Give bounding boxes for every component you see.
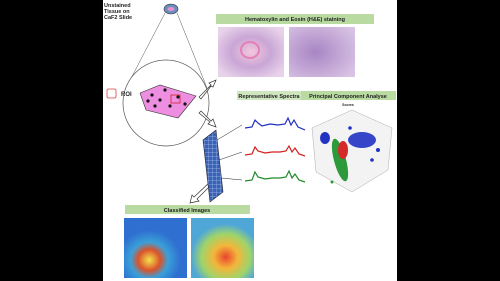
he-header xyxy=(216,14,374,24)
roi-legend-label: ROI xyxy=(121,92,132,98)
hyperspectral-cube xyxy=(202,129,224,203)
roi-box xyxy=(170,94,181,104)
classified-image xyxy=(191,218,254,278)
tissue-dots xyxy=(146,88,187,108)
he-image xyxy=(289,27,355,77)
pca-plot-title: Scores xyxy=(342,103,354,107)
classified-title: Classified Images xyxy=(164,208,210,214)
slide-label: Unstained Tissue on CaF2 Slide xyxy=(104,3,132,21)
pca-header xyxy=(301,91,396,100)
spectra-header xyxy=(237,91,301,100)
cone-line xyxy=(176,12,208,89)
connector-lines xyxy=(216,124,243,181)
spectra-title: Representative Spectra xyxy=(238,94,300,100)
classified-image xyxy=(124,218,187,278)
slide-tissue xyxy=(167,7,175,11)
classified-header xyxy=(125,205,250,214)
pca-title: Principal Component Analyse xyxy=(309,94,387,100)
pca-axes-box xyxy=(311,109,393,193)
he-structure xyxy=(240,41,260,59)
roi-legend-swatch xyxy=(106,88,117,99)
he-image xyxy=(218,27,284,77)
pca-points xyxy=(320,126,380,184)
he-title: Hematoxylin and Eosin (H&E) staining xyxy=(245,17,345,23)
spectra xyxy=(244,116,306,183)
tissue xyxy=(139,84,197,119)
